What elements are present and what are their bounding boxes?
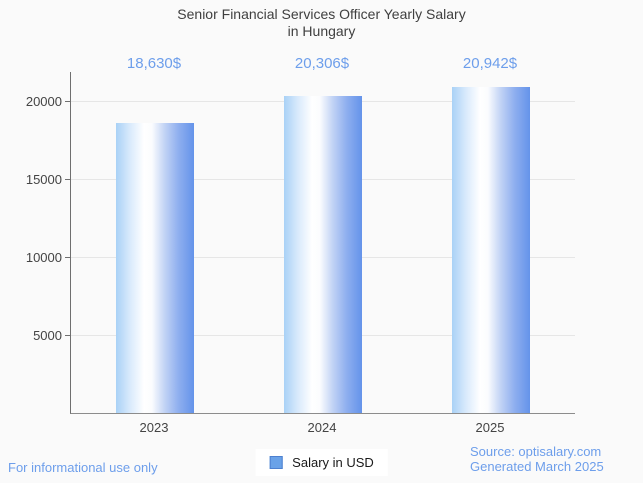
plot-area: [70, 72, 575, 414]
y-axis-tick: [65, 335, 70, 337]
disclaimer-text: For informational use only: [8, 460, 158, 475]
legend-swatch-icon: [269, 456, 283, 469]
bar-value-label: 20,942$: [462, 55, 518, 72]
x-axis-label: 2024: [307, 420, 337, 435]
y-axis-tick: [65, 257, 70, 259]
bar-2024[interactable]: [284, 96, 362, 413]
y-axis-tick: [65, 101, 70, 103]
chart-title-line1: Senior Financial Services Officer Yearly…: [177, 6, 466, 22]
x-axis-label: 2023: [139, 420, 169, 435]
y-axis-label: 5000: [33, 328, 62, 344]
source-line: Source: optisalary.com: [470, 444, 602, 459]
bar-2023[interactable]: [116, 122, 194, 413]
bar-value-label: 18,630$: [126, 55, 182, 72]
legend: Salary in USD: [255, 449, 388, 476]
chart-title-line2: in Hungary: [287, 23, 356, 39]
legend-label: Salary in USD: [292, 455, 374, 470]
y-axis-label: 15000: [25, 172, 62, 188]
bar-2025[interactable]: [452, 86, 530, 413]
chart-title: Senior Financial Services Officer Yearly…: [0, 6, 643, 40]
source-attribution: Source: optisalary.com Generated March 2…: [470, 444, 604, 474]
y-axis-label: 20000: [25, 94, 62, 110]
y-axis-label: 10000: [25, 250, 62, 266]
y-axis-tick: [65, 179, 70, 181]
generated-line: Generated March 2025: [470, 459, 604, 474]
x-axis-label: 2025: [475, 420, 505, 435]
bar-value-label: 20,306$: [294, 55, 350, 72]
